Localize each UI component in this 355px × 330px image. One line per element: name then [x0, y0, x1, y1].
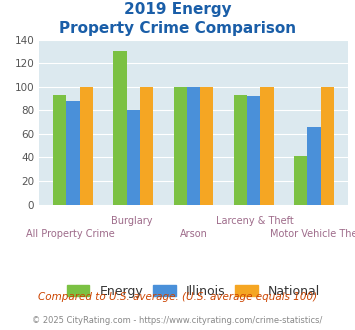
Text: Motor Vehicle Theft: Motor Vehicle Theft [270, 229, 355, 239]
Bar [53, 95, 66, 205]
Bar [200, 87, 213, 205]
Text: 2019 Energy: 2019 Energy [124, 2, 231, 16]
Bar [234, 95, 247, 205]
Bar [174, 87, 187, 205]
Bar [247, 96, 260, 205]
Bar [127, 110, 140, 205]
Bar [140, 87, 153, 205]
Text: Burglary: Burglary [111, 216, 152, 226]
Bar [66, 101, 80, 205]
Bar [187, 87, 200, 205]
Bar [294, 156, 307, 205]
Text: All Property Crime: All Property Crime [26, 229, 114, 239]
Legend: Energy, Illinois, National: Energy, Illinois, National [62, 280, 325, 303]
Text: Property Crime Comparison: Property Crime Comparison [59, 21, 296, 36]
Bar [321, 87, 334, 205]
Bar [113, 51, 127, 205]
Text: Arson: Arson [180, 229, 207, 239]
Text: Compared to U.S. average. (U.S. average equals 100): Compared to U.S. average. (U.S. average … [38, 292, 317, 302]
Bar [307, 127, 321, 205]
Text: © 2025 CityRating.com - https://www.cityrating.com/crime-statistics/: © 2025 CityRating.com - https://www.city… [32, 316, 323, 325]
Bar [80, 87, 93, 205]
Text: Larceny & Theft: Larceny & Theft [216, 216, 294, 226]
Bar [260, 87, 274, 205]
